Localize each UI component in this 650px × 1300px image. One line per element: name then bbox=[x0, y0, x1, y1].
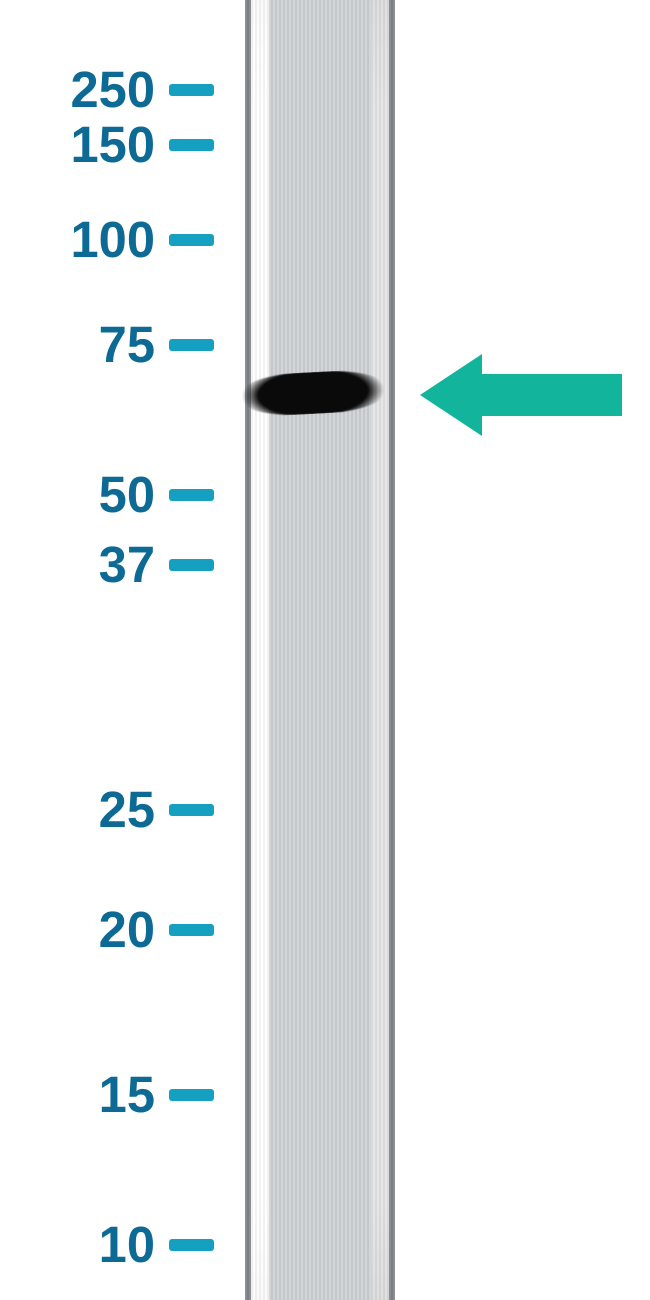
gel-lane bbox=[245, 0, 395, 1300]
mw-label: 75 bbox=[99, 320, 155, 371]
mw-tick bbox=[169, 1089, 214, 1101]
mw-tick bbox=[169, 339, 214, 351]
mw-tick bbox=[169, 804, 214, 816]
mw-label: 100 bbox=[70, 215, 155, 266]
blot-figure: 250150 100 75 50 37 25 20 15 10 bbox=[0, 0, 650, 1300]
mw-tick bbox=[169, 234, 214, 246]
mw-label: 20 bbox=[99, 905, 155, 956]
mw-label: 250 bbox=[70, 65, 155, 116]
mw-tick bbox=[169, 139, 214, 151]
band-arrow-icon bbox=[415, 349, 627, 441]
mw-tick bbox=[169, 924, 214, 936]
mw-tick bbox=[169, 489, 214, 501]
mw-tick bbox=[169, 84, 214, 96]
protein-band bbox=[236, 368, 390, 418]
mw-label: 150 bbox=[70, 120, 155, 171]
mw-tick bbox=[169, 559, 214, 571]
mw-label: 50 bbox=[99, 470, 155, 521]
mw-label: 10 bbox=[99, 1220, 155, 1271]
mw-label: 37 bbox=[99, 540, 155, 591]
mw-label: 15 bbox=[99, 1070, 155, 1121]
mw-label: 25 bbox=[99, 785, 155, 836]
mw-tick bbox=[169, 1239, 214, 1251]
